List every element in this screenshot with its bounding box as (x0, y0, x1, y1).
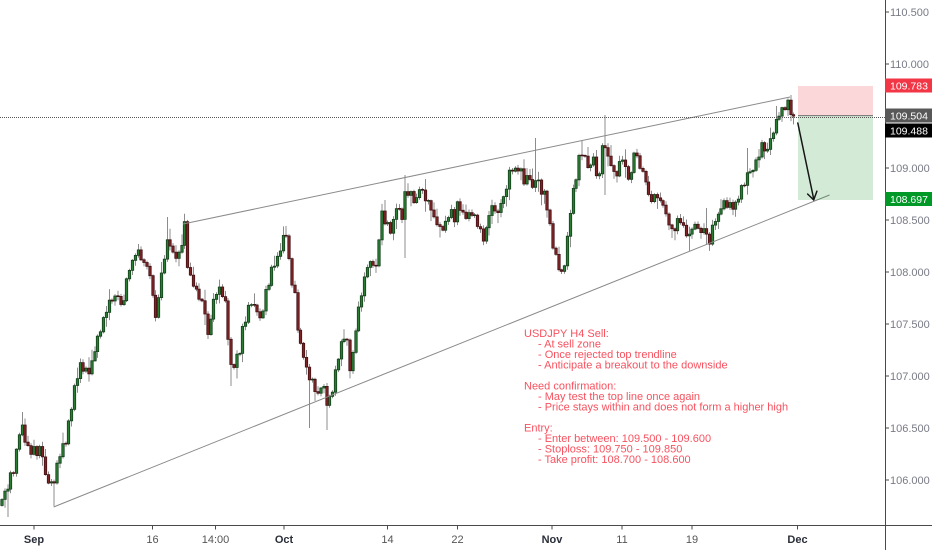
svg-text:- At sell zone: - At sell zone (538, 339, 601, 351)
svg-text:- Stoploss: 109.750 - 109.850: - Stoploss: 109.750 - 109.850 (538, 444, 682, 456)
svg-text:14: 14 (381, 534, 393, 546)
svg-text:19: 19 (686, 534, 698, 546)
svg-text:Oct: Oct (275, 534, 294, 546)
svg-text:106.000: 106.000 (890, 475, 930, 487)
svg-text:108.697: 108.697 (890, 194, 928, 206)
svg-text:- May test the top line once a: - May test the top line once again (538, 391, 700, 403)
svg-text:110.000: 110.000 (890, 59, 929, 71)
svg-text:- Once rejected top trendline: - Once rejected top trendline (538, 349, 677, 361)
svg-text:Sep: Sep (24, 534, 44, 546)
svg-text:109.783: 109.783 (890, 81, 928, 93)
svg-text:Entry:: Entry: (524, 423, 553, 435)
svg-text:- Anticipate a breakout to the: - Anticipate a breakout to the downside (538, 360, 728, 372)
svg-text:- Price stays within and does: - Price stays within and does not form a… (538, 402, 788, 414)
svg-text:USDJPY H4 Sell:: USDJPY H4 Sell: (524, 328, 609, 340)
svg-text:- Take profit: 108.700 - 108.6: - Take profit: 108.700 - 108.600 (538, 454, 691, 466)
svg-text:11: 11 (616, 534, 627, 546)
svg-text:109.504: 109.504 (890, 111, 928, 123)
svg-text:108.500: 108.500 (890, 215, 930, 227)
svg-text:Need confirmation:: Need confirmation: (524, 381, 616, 393)
svg-text:108.000: 108.000 (890, 267, 930, 279)
svg-text:109.488: 109.488 (890, 126, 928, 138)
svg-text:109.000: 109.000 (890, 163, 930, 175)
svg-text:107.000: 107.000 (890, 371, 930, 383)
svg-text:110.500: 110.500 (890, 7, 929, 19)
svg-text:Dec: Dec (787, 534, 807, 546)
svg-text:16: 16 (146, 534, 158, 546)
svg-text:106.500: 106.500 (890, 423, 930, 435)
svg-text:14:00: 14:00 (202, 534, 230, 546)
svg-text:Nov: Nov (542, 534, 564, 546)
svg-text:107.500: 107.500 (890, 319, 930, 331)
svg-text:22: 22 (451, 534, 463, 546)
svg-text:- Enter between: 109.500 - 109: - Enter between: 109.500 - 109.600 (538, 433, 711, 445)
